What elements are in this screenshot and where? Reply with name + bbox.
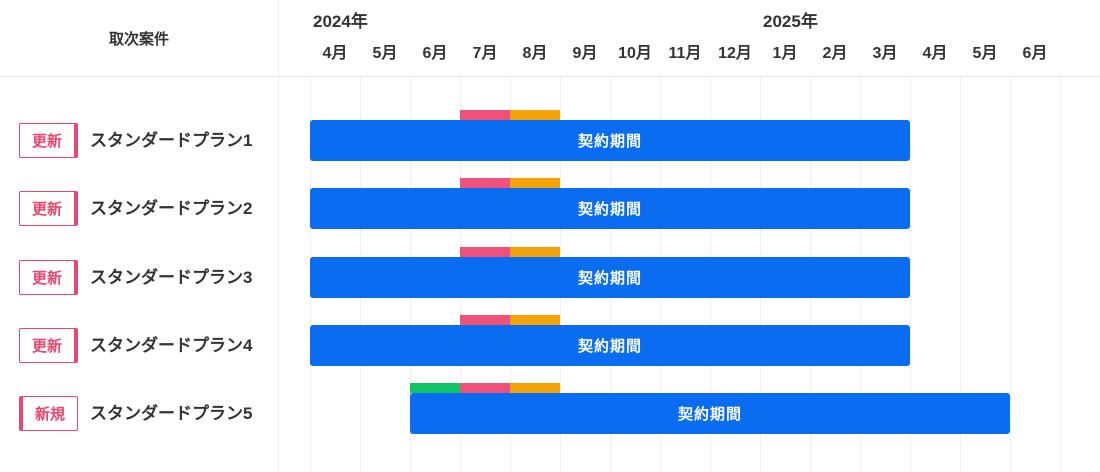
month-label: 6月 [422, 45, 448, 62]
month-gridline [910, 77, 911, 472]
year-label: 2024年 [313, 12, 368, 31]
month-label: 3月 [872, 45, 898, 62]
contract-period-bar[interactable]: 契約期間 [310, 188, 910, 230]
month-label: 4月 [322, 45, 348, 62]
milestone-marker-orange [510, 110, 560, 120]
row-label: スタンダードプラン5 [90, 404, 253, 423]
month-gridline [1010, 77, 1011, 472]
month-label: 6月 [1022, 45, 1048, 62]
month-label: 1月 [772, 45, 798, 62]
row-label: スタンダードプラン1 [90, 131, 253, 150]
header-divider [0, 76, 1100, 77]
status-badge: 更新 [19, 327, 78, 363]
contract-period-bar[interactable]: 契約期間 [310, 256, 910, 298]
month-label: 11月 [668, 45, 702, 62]
contract-period-bar[interactable]: 契約期間 [310, 120, 910, 161]
month-label: 9月 [572, 45, 598, 62]
milestone-marker-orange [510, 178, 560, 189]
contract-bar-label: 契約期間 [577, 133, 642, 150]
contract-bar-label: 契約期間 [577, 269, 642, 287]
contract-bar-label: 契約期間 [577, 337, 642, 355]
contract-period-bar[interactable]: 契約期間 [310, 324, 910, 366]
month-label: 5月 [372, 45, 398, 62]
month-label: 2月 [822, 45, 848, 62]
milestone-marker-pink [460, 110, 510, 120]
month-label: 8月 [522, 45, 548, 62]
month-label: 5月 [972, 45, 998, 62]
row-label: スタンダードプラン2 [90, 199, 253, 219]
milestone-marker-orange [510, 246, 560, 257]
row-label: スタンダードプラン4 [90, 335, 253, 355]
month-label: 7月 [472, 45, 498, 62]
milestone-marker-pink [460, 246, 510, 257]
status-badge: 新規 [19, 396, 78, 431]
milestone-marker-orange [510, 383, 560, 393]
milestone-marker-green [410, 383, 460, 393]
contract-period-bar[interactable]: 契約期間 [410, 393, 1010, 434]
left-panel-header: 取次案件 [108, 31, 169, 48]
status-badge: 更新 [19, 259, 78, 295]
milestone-marker-orange [510, 314, 560, 325]
contract-bar-label: 契約期間 [577, 201, 642, 219]
month-gridline [960, 77, 961, 472]
year-label: 2025年 [763, 12, 818, 31]
contract-bar-label: 契約期間 [677, 406, 742, 423]
status-badge: 更新 [19, 191, 78, 227]
status-badge: 更新 [19, 123, 78, 158]
month-gridline [1060, 77, 1061, 472]
month-label: 4月 [922, 45, 948, 62]
milestone-marker-pink [460, 178, 510, 189]
row-label: スタンダードプラン3 [90, 267, 253, 287]
panel-divider [278, 0, 279, 472]
month-label: 12月 [718, 45, 752, 62]
month-label: 10月 [618, 45, 652, 62]
milestone-marker-pink [460, 314, 510, 325]
milestone-marker-pink [460, 383, 510, 393]
